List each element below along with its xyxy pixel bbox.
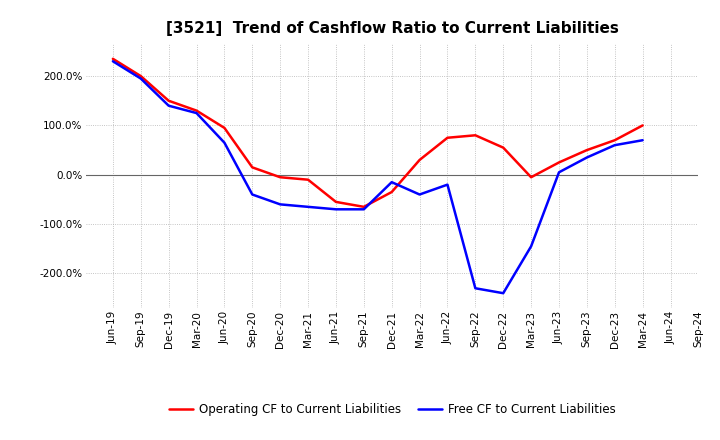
Operating CF to Current Liabilities bbox=[527, 175, 536, 180]
Operating CF to Current Liabilities bbox=[611, 138, 619, 143]
Legend: Operating CF to Current Liabilities, Free CF to Current Liabilities: Operating CF to Current Liabilities, Fre… bbox=[164, 398, 621, 421]
Operating CF to Current Liabilities bbox=[639, 123, 647, 128]
Title: [3521]  Trend of Cashflow Ratio to Current Liabilities: [3521] Trend of Cashflow Ratio to Curren… bbox=[166, 21, 618, 36]
Free CF to Current Liabilities bbox=[276, 202, 284, 207]
Operating CF to Current Liabilities bbox=[443, 135, 451, 140]
Operating CF to Current Liabilities bbox=[276, 175, 284, 180]
Free CF to Current Liabilities bbox=[359, 207, 368, 212]
Operating CF to Current Liabilities bbox=[192, 108, 201, 113]
Free CF to Current Liabilities bbox=[192, 110, 201, 116]
Operating CF to Current Liabilities bbox=[137, 73, 145, 79]
Line: Free CF to Current Liabilities: Free CF to Current Liabilities bbox=[113, 61, 643, 293]
Free CF to Current Liabilities bbox=[611, 143, 619, 148]
Free CF to Current Liabilities bbox=[304, 204, 312, 209]
Operating CF to Current Liabilities bbox=[415, 158, 424, 163]
Free CF to Current Liabilities bbox=[554, 170, 563, 175]
Operating CF to Current Liabilities bbox=[499, 145, 508, 150]
Operating CF to Current Liabilities bbox=[220, 125, 229, 131]
Operating CF to Current Liabilities bbox=[471, 132, 480, 138]
Operating CF to Current Liabilities bbox=[554, 160, 563, 165]
Operating CF to Current Liabilities bbox=[248, 165, 256, 170]
Operating CF to Current Liabilities bbox=[109, 56, 117, 62]
Free CF to Current Liabilities bbox=[109, 59, 117, 64]
Free CF to Current Liabilities bbox=[527, 244, 536, 249]
Free CF to Current Liabilities bbox=[248, 192, 256, 197]
Free CF to Current Liabilities bbox=[639, 138, 647, 143]
Free CF to Current Liabilities bbox=[164, 103, 173, 108]
Free CF to Current Liabilities bbox=[471, 286, 480, 291]
Free CF to Current Liabilities bbox=[443, 182, 451, 187]
Operating CF to Current Liabilities bbox=[304, 177, 312, 182]
Free CF to Current Liabilities bbox=[415, 192, 424, 197]
Free CF to Current Liabilities bbox=[387, 180, 396, 185]
Operating CF to Current Liabilities bbox=[164, 98, 173, 103]
Operating CF to Current Liabilities bbox=[387, 189, 396, 194]
Free CF to Current Liabilities bbox=[499, 290, 508, 296]
Operating CF to Current Liabilities bbox=[332, 199, 341, 205]
Free CF to Current Liabilities bbox=[220, 140, 229, 145]
Free CF to Current Liabilities bbox=[332, 207, 341, 212]
Operating CF to Current Liabilities bbox=[582, 147, 591, 153]
Free CF to Current Liabilities bbox=[582, 155, 591, 160]
Free CF to Current Liabilities bbox=[137, 76, 145, 81]
Line: Operating CF to Current Liabilities: Operating CF to Current Liabilities bbox=[113, 59, 643, 207]
Operating CF to Current Liabilities bbox=[359, 204, 368, 209]
